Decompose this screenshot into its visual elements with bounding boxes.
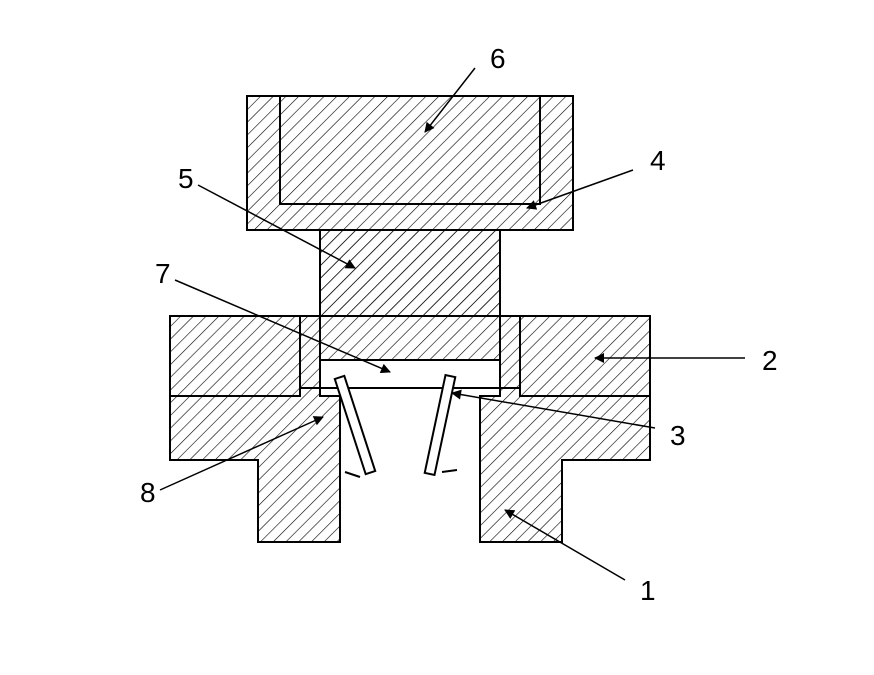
label-1: 1 <box>640 575 656 606</box>
label-4: 4 <box>650 145 666 176</box>
part-5 <box>320 230 500 360</box>
part-1 <box>170 388 650 542</box>
diagram-svg: 1 2 3 4 5 6 7 8 <box>0 0 874 675</box>
leader-1 <box>505 510 625 580</box>
label-2: 2 <box>762 345 778 376</box>
label-3: 3 <box>670 420 686 451</box>
part-6 <box>280 96 540 204</box>
rods-8 <box>335 375 457 477</box>
label-7: 7 <box>155 258 171 289</box>
label-5: 5 <box>178 163 194 194</box>
label-8: 8 <box>140 477 156 508</box>
label-6: 6 <box>490 43 506 74</box>
